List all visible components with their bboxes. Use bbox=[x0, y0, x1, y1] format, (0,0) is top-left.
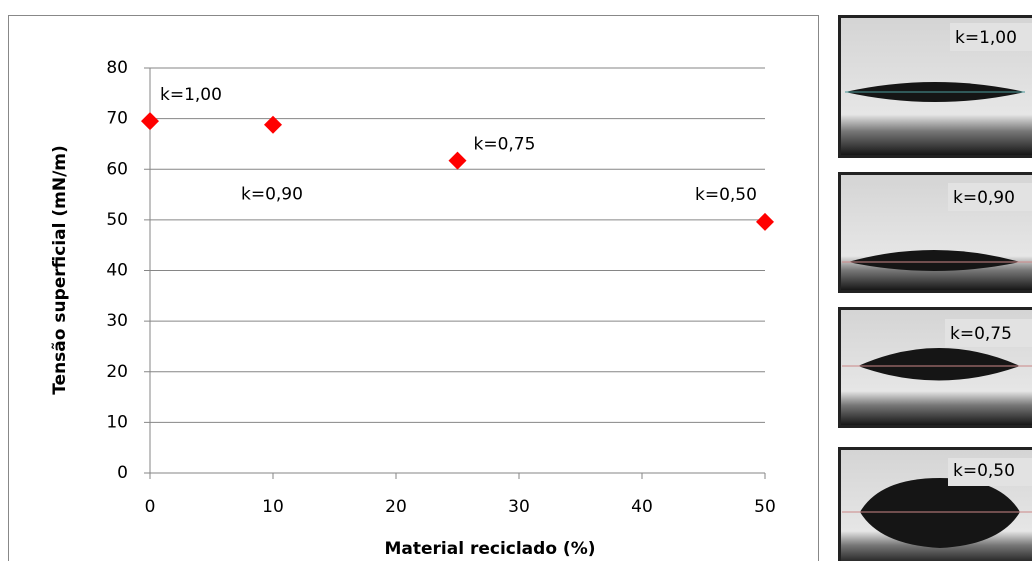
image-label: k=0,50 bbox=[953, 461, 1015, 481]
x-tick-label: 10 bbox=[262, 497, 284, 517]
image-label: k=0,75 bbox=[950, 324, 1012, 344]
x-tick-label: 20 bbox=[385, 497, 407, 517]
y-tick-label: 60 bbox=[106, 159, 128, 179]
droplet-panel bbox=[838, 447, 1032, 561]
x-axis-title: Material reciclado (%) bbox=[384, 539, 595, 559]
y-tick-label: 70 bbox=[106, 109, 128, 129]
label-bg bbox=[950, 23, 1032, 51]
x-tick-label: 30 bbox=[508, 497, 530, 517]
marker bbox=[448, 151, 467, 170]
annotation: k=0,75 bbox=[474, 135, 536, 155]
image-label: k=1,00 bbox=[955, 28, 1017, 48]
y-tick-label: 20 bbox=[106, 362, 128, 382]
x-tick-label: 40 bbox=[631, 497, 653, 517]
x-tick-label: 0 bbox=[145, 497, 156, 517]
y-tick-label: 0 bbox=[117, 463, 128, 483]
marker bbox=[141, 112, 159, 131]
annotation: k=0,90 bbox=[241, 185, 303, 205]
marker bbox=[756, 212, 774, 231]
y-tick-label: 30 bbox=[106, 311, 128, 331]
label-bg bbox=[948, 458, 1032, 486]
marker bbox=[264, 115, 282, 134]
label-bg bbox=[948, 183, 1032, 211]
y-axis-title: Tensão superficial (mN/m) bbox=[50, 145, 70, 395]
annotation: k=1,00 bbox=[160, 85, 222, 105]
annotation: k=0,50 bbox=[695, 185, 757, 205]
label-bg bbox=[945, 319, 1032, 347]
image-label: k=0,90 bbox=[953, 188, 1015, 208]
y-tick-label: 80 bbox=[106, 58, 128, 78]
y-tick-label: 10 bbox=[106, 412, 128, 432]
y-tick-label: 40 bbox=[106, 261, 128, 281]
x-tick-label: 50 bbox=[754, 497, 776, 517]
chart-frame bbox=[8, 15, 819, 561]
y-tick-label: 50 bbox=[106, 210, 128, 230]
